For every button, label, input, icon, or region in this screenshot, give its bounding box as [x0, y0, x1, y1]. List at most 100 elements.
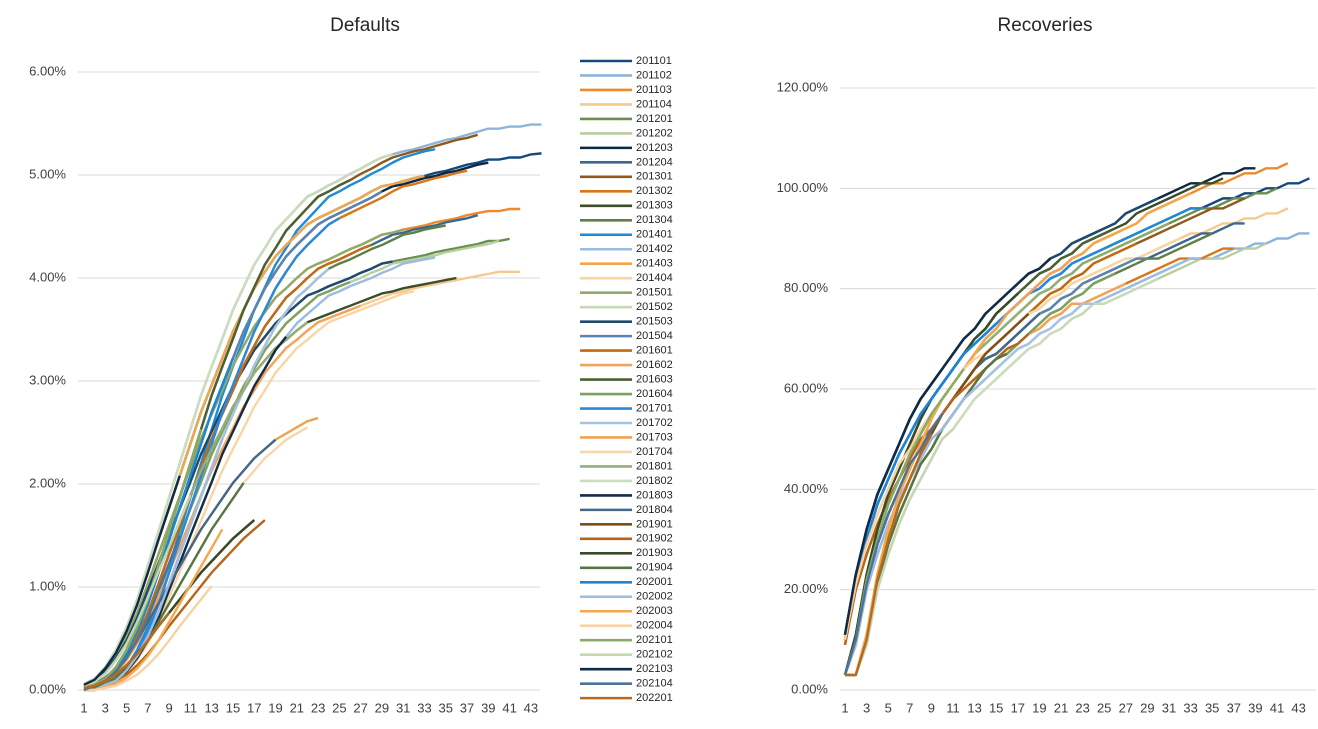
legend-label: 202101	[636, 634, 673, 646]
x-tick-label: 19	[1032, 700, 1046, 715]
legend-label: 202102	[636, 649, 673, 661]
series-line	[83, 228, 404, 686]
x-tick-label: 9	[166, 700, 173, 715]
x-tick-label: 39	[1248, 700, 1262, 715]
legend-label: 201801	[636, 460, 673, 472]
x-tick-label: 23	[1075, 700, 1089, 715]
y-tick-label: 0.00%	[29, 681, 66, 696]
x-tick-label: 25	[332, 700, 346, 715]
x-tick-label: 27	[353, 700, 367, 715]
legend-label: 201301	[636, 171, 673, 183]
x-tick-label: 35	[1205, 700, 1219, 715]
x-tick-label: 9	[928, 700, 935, 715]
series-line	[843, 207, 1289, 641]
legend-label: 202104	[636, 678, 673, 690]
legend-label: 201601	[636, 345, 673, 357]
y-tick-label: 6.00%	[29, 63, 66, 78]
series-line	[843, 413, 944, 676]
x-tick-label: 1	[80, 700, 87, 715]
x-tick-label: 25	[1097, 700, 1111, 715]
x-tick-label: 17	[247, 700, 261, 715]
x-tick-label: 27	[1119, 700, 1133, 715]
x-tick-label: 35	[439, 700, 453, 715]
legend-label: 201201	[636, 113, 673, 125]
x-tick-label: 15	[989, 700, 1003, 715]
legend-label: 201101	[636, 55, 672, 67]
chart-title: Recoveries	[997, 15, 1092, 36]
series-line	[843, 368, 965, 676]
y-tick-label: 60.00%	[784, 380, 829, 395]
legend-label: 201104	[636, 98, 672, 110]
legend-label: 201804	[636, 504, 673, 516]
series-line	[84, 585, 213, 692]
legend-label: 201701	[636, 402, 673, 414]
series-line	[84, 438, 224, 692]
y-tick-label: 0.00%	[791, 681, 828, 696]
series-line	[83, 475, 181, 686]
series-line	[83, 190, 383, 692]
x-tick-label: 13	[967, 700, 981, 715]
x-tick-label: 15	[226, 700, 240, 715]
legend-label: 201504	[636, 330, 673, 342]
series-line	[83, 179, 351, 692]
x-tick-label: 39	[481, 700, 495, 715]
series-line	[83, 482, 245, 692]
legend-label: 201404	[636, 272, 673, 284]
legend-label: 201803	[636, 489, 673, 501]
x-tick-label: 3	[102, 700, 109, 715]
x-tick-label: 29	[375, 700, 389, 715]
legend-label: 201902	[636, 533, 673, 545]
series-line	[83, 494, 192, 687]
x-tick-label: 17	[1011, 700, 1025, 715]
chart-title: Defaults	[330, 15, 400, 36]
legend-label: 201604	[636, 388, 673, 400]
x-tick-label: 23	[311, 700, 325, 715]
y-tick-label: 1.00%	[29, 578, 66, 593]
y-tick-label: 3.00%	[29, 372, 66, 387]
x-tick-label: 21	[290, 700, 304, 715]
x-tick-label: 7	[906, 700, 913, 715]
legend-label: 202103	[636, 663, 673, 675]
legend-label: 201602	[636, 359, 673, 371]
series-line	[845, 162, 1289, 677]
series-line	[843, 232, 1310, 676]
legend-label: 201603	[636, 373, 673, 385]
legend-label: 201102	[636, 69, 672, 81]
series-line	[83, 207, 298, 685]
legend-label: 201403	[636, 258, 673, 270]
series-line	[845, 433, 933, 677]
series-line	[843, 227, 1116, 676]
legend-label: 201202	[636, 127, 673, 139]
legend-label: 201502	[636, 301, 673, 313]
series-line	[843, 322, 998, 641]
x-tick-label: 43	[1291, 700, 1305, 715]
legend-label: 202002	[636, 591, 673, 603]
legend-label: 201802	[636, 475, 673, 487]
series-line	[845, 312, 1030, 677]
legend-label: 201103	[636, 84, 672, 96]
legend-label: 201702	[636, 417, 673, 429]
x-tick-label: 19	[268, 700, 282, 715]
x-tick-label: 5	[123, 700, 130, 715]
legend-label: 201302	[636, 185, 673, 197]
x-tick-label: 43	[524, 700, 538, 715]
legend-label: 201501	[636, 287, 673, 299]
x-tick-label: 33	[417, 700, 431, 715]
series-line	[843, 247, 1105, 641]
legend-label: 201904	[636, 562, 673, 574]
legend-label: 201901	[636, 518, 673, 530]
x-tick-label: 41	[502, 700, 516, 715]
legend-label: 202004	[636, 620, 673, 632]
series-line	[83, 429, 203, 692]
y-tick-label: 80.00%	[784, 280, 829, 295]
legend-label: 201704	[636, 446, 673, 458]
x-tick-label: 37	[460, 700, 474, 715]
x-tick-label: 41	[1270, 700, 1284, 715]
x-tick-label: 29	[1140, 700, 1154, 715]
x-tick-label: 37	[1227, 700, 1241, 715]
legend-label: 202201	[636, 692, 673, 704]
legend-label: 201503	[636, 316, 673, 328]
y-tick-label: 5.00%	[29, 166, 66, 181]
x-tick-label: 3	[863, 700, 870, 715]
